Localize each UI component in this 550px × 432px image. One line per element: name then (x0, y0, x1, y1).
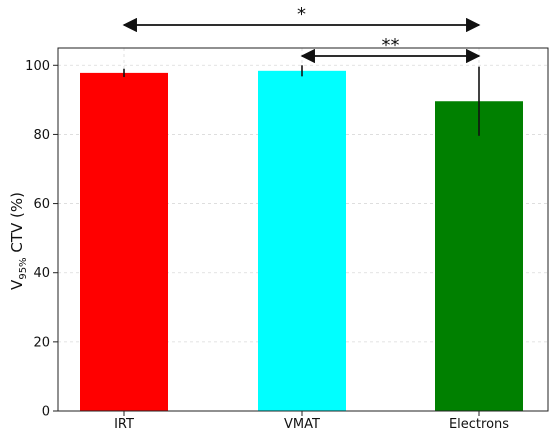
x-tick-label-irt: IRT (114, 417, 134, 432)
x-tick-label-electrons: Electrons (449, 417, 509, 432)
y-tick-label-20: 20 (33, 335, 50, 350)
significance-label-1: ** (382, 35, 400, 56)
significance-annotations: *** (122, 4, 481, 64)
y-axis-label: V95% CTV (%) (8, 192, 29, 290)
y-tick-label-60: 60 (33, 197, 50, 212)
plot-frame (57, 47, 549, 412)
bar-vmat (258, 70, 346, 412)
y-tick-label-100: 100 (25, 59, 50, 74)
significance-label-0: * (297, 4, 306, 25)
tick-labels: 0 20 40 60 80 100 IRT VMAT Electrons (25, 59, 509, 432)
bars (80, 70, 523, 412)
x-tick-label-vmat: VMAT (284, 417, 320, 432)
y-tick-label-0: 0 (42, 405, 50, 420)
y-tick-label-40: 40 (33, 266, 50, 281)
y-tick-label-80: 80 (33, 128, 50, 143)
bar-electrons (435, 101, 523, 412)
error-bars (123, 65, 480, 136)
axes (53, 47, 549, 416)
bar-irt (80, 72, 168, 412)
